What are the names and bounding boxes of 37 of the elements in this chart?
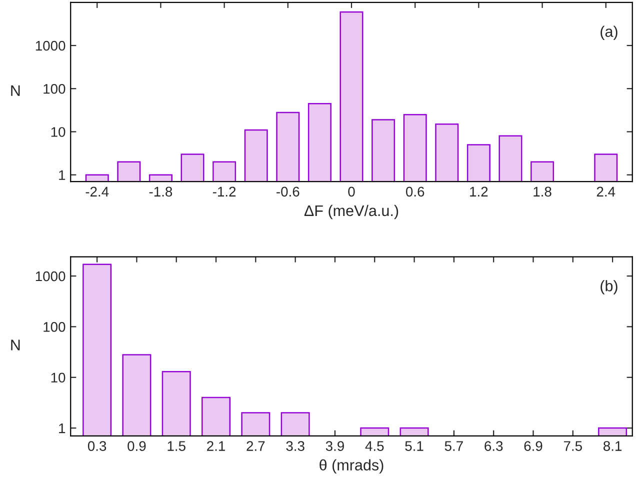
y-tick-label: 1 xyxy=(59,170,66,180)
x-tick-label: -2.4 xyxy=(86,186,109,196)
x-axis-title: ΔF (meV/a.u.) xyxy=(304,204,398,220)
annotation: (b) xyxy=(600,280,618,294)
y-tick-label: 1000 xyxy=(36,40,66,51)
x-tick-label: 6.9 xyxy=(524,441,542,451)
y-axis-title: N xyxy=(11,85,20,96)
x-tick-label: 5.7 xyxy=(444,441,463,451)
y-tick-label: 10 xyxy=(51,127,66,137)
x-tick-label: 0.6 xyxy=(406,186,424,197)
x-tick-label: 2.7 xyxy=(246,441,265,451)
x-tick-label: 1.2 xyxy=(470,186,488,196)
y-tick-label: 100 xyxy=(44,84,66,94)
x-tick-label: 0.3 xyxy=(88,441,106,451)
x-tick-label: 0 xyxy=(348,186,355,197)
x-tick-label: 2.4 xyxy=(596,186,616,196)
x-axis-title: θ (mrads) xyxy=(320,459,384,474)
y-tick-label: 1000 xyxy=(36,271,66,282)
y-tick-label: 10 xyxy=(51,372,66,383)
x-tick-label: 5.1 xyxy=(405,441,424,451)
x-tick-label: -1.8 xyxy=(149,186,172,197)
x-tick-label: 7.5 xyxy=(564,441,582,451)
x-tick-label: -0.6 xyxy=(276,186,300,197)
x-tick-label: -1.2 xyxy=(212,186,236,196)
annotation: (a) xyxy=(600,26,618,40)
x-tick-label: 2.1 xyxy=(207,441,225,451)
x-tick-label: 1.5 xyxy=(168,441,186,451)
y-tick-label: 100 xyxy=(44,322,66,332)
x-tick-label: 8.1 xyxy=(603,441,622,451)
x-tick-label: 3.9 xyxy=(326,441,344,451)
x-tick-label: 6.3 xyxy=(484,441,503,451)
x-tick-label: 3.3 xyxy=(286,441,304,451)
y-tick-label: 1 xyxy=(59,424,66,434)
x-tick-label: 4.5 xyxy=(365,441,384,451)
x-tick-label: 1.8 xyxy=(534,186,552,197)
y-axis-title: N xyxy=(11,340,20,350)
x-tick-label: 0.9 xyxy=(128,441,146,451)
